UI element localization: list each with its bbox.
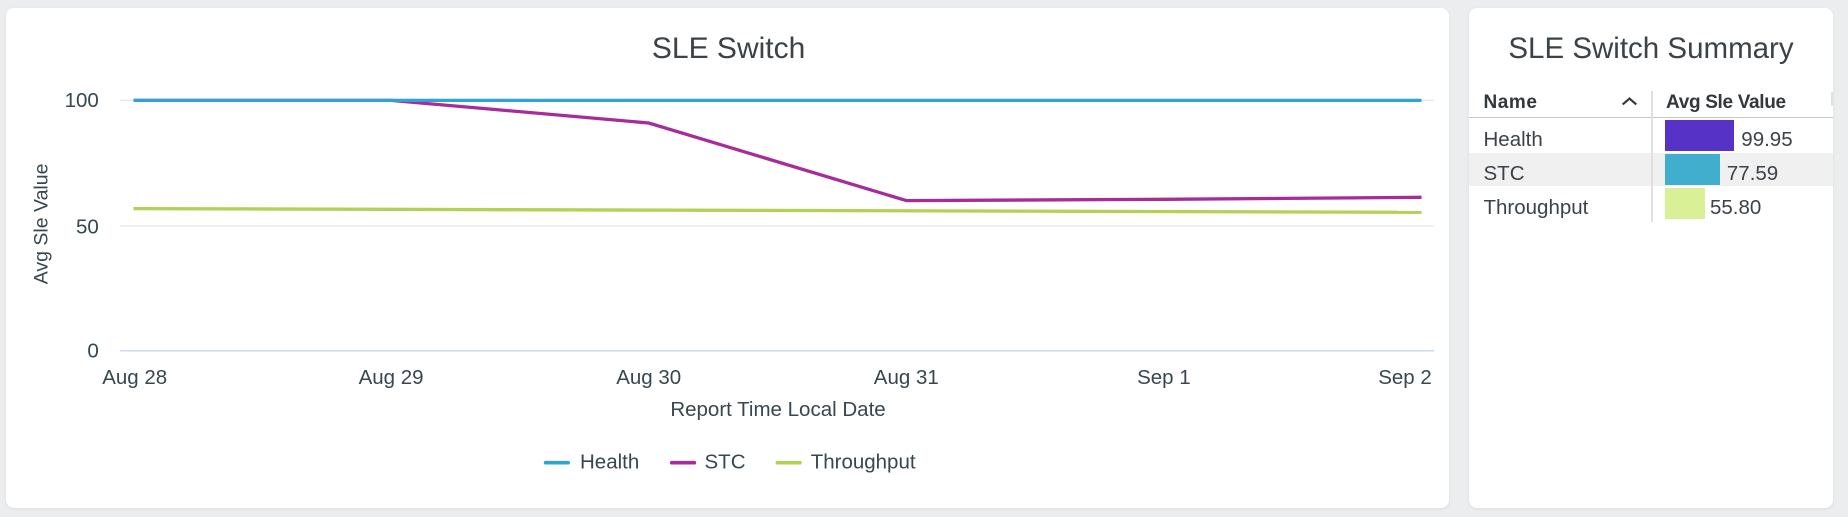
svg-text:STC: STC: [705, 451, 746, 474]
svg-text:SLE Switch: SLE Switch: [652, 32, 805, 65]
svg-text:Avg Sle Value: Avg Sle Value: [31, 164, 53, 285]
svg-text:0: 0: [87, 340, 98, 363]
svg-text:Report Time Local Date: Report Time Local Date: [670, 398, 885, 421]
svg-text:Health: Health: [580, 451, 639, 474]
svg-text:Aug 28: Aug 28: [102, 366, 167, 389]
svg-text:Aug 30: Aug 30: [616, 366, 681, 389]
svg-text:Aug 31: Aug 31: [874, 366, 939, 389]
svg-text:Throughput: Throughput: [811, 451, 916, 474]
svg-text:50: 50: [76, 215, 99, 238]
svg-text:Sep 2: Sep 2: [1378, 366, 1432, 389]
svg-text:Sep 1: Sep 1: [1137, 366, 1191, 389]
svg-text:Aug 29: Aug 29: [359, 366, 424, 389]
svg-text:100: 100: [65, 89, 99, 112]
